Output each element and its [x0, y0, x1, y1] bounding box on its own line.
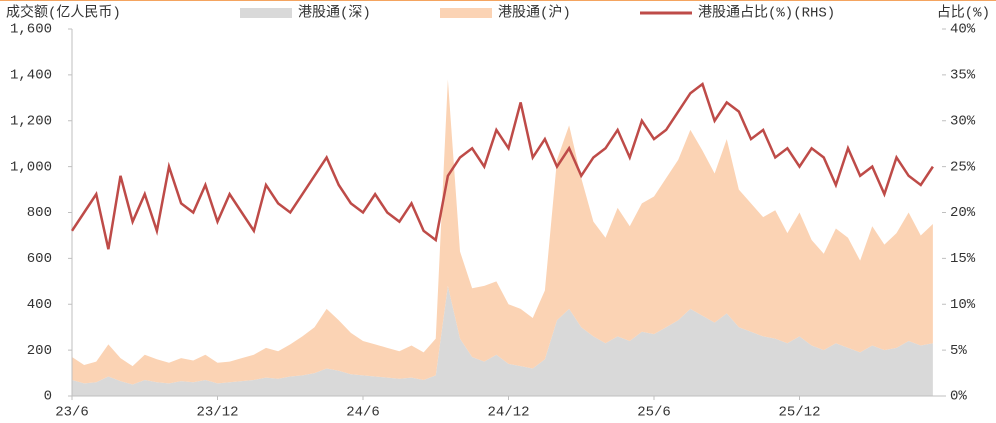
y2-tick-label: 25% [950, 159, 976, 175]
y2-tick-label: 35% [950, 68, 976, 84]
y2-tick-label: 0% [950, 389, 967, 405]
area [72, 79, 933, 385]
legend-label: 港股通(深) [298, 5, 371, 22]
x-tick-label: 24/6 [346, 405, 380, 421]
legend-label: 港股通(沪) [498, 5, 571, 22]
x-tick-label: 25/12 [778, 405, 820, 421]
y-tick-label: 200 [27, 343, 52, 359]
y2-axis-title: 占比(%) [937, 5, 990, 22]
y-tick-label: 1,400 [10, 68, 52, 84]
y2-tick-label: 20% [950, 205, 976, 221]
y-tick-label: 600 [27, 251, 52, 267]
y2-tick-label: 40% [950, 22, 976, 38]
y-tick-label: 1,200 [10, 113, 52, 129]
y-tick-label: 1,000 [10, 159, 52, 175]
y2-tick-label: 5% [950, 343, 967, 359]
line [70, 81, 934, 250]
legend-label: 港股通占比(%)(RHS) [698, 5, 835, 22]
y-tick-label: 0 [44, 389, 52, 405]
y2-tick-label: 15% [950, 251, 976, 267]
x-tick-label: 25/6 [637, 405, 671, 421]
x-tick-label: 24/12 [487, 405, 529, 421]
x-tick-label: 23/6 [55, 405, 89, 421]
y-tick-label: 800 [27, 205, 52, 221]
x-tick-label: 23/12 [196, 405, 238, 421]
legend-swatch [240, 8, 292, 18]
legend-swatch [440, 8, 492, 18]
area [72, 285, 933, 396]
y2-tick-label: 10% [950, 297, 976, 313]
y-tick-label: 1,600 [10, 22, 52, 38]
y-axis-title: 成交额(亿人民币) [6, 4, 121, 22]
y-tick-label: 400 [27, 297, 52, 313]
y2-tick-label: 30% [950, 113, 976, 129]
